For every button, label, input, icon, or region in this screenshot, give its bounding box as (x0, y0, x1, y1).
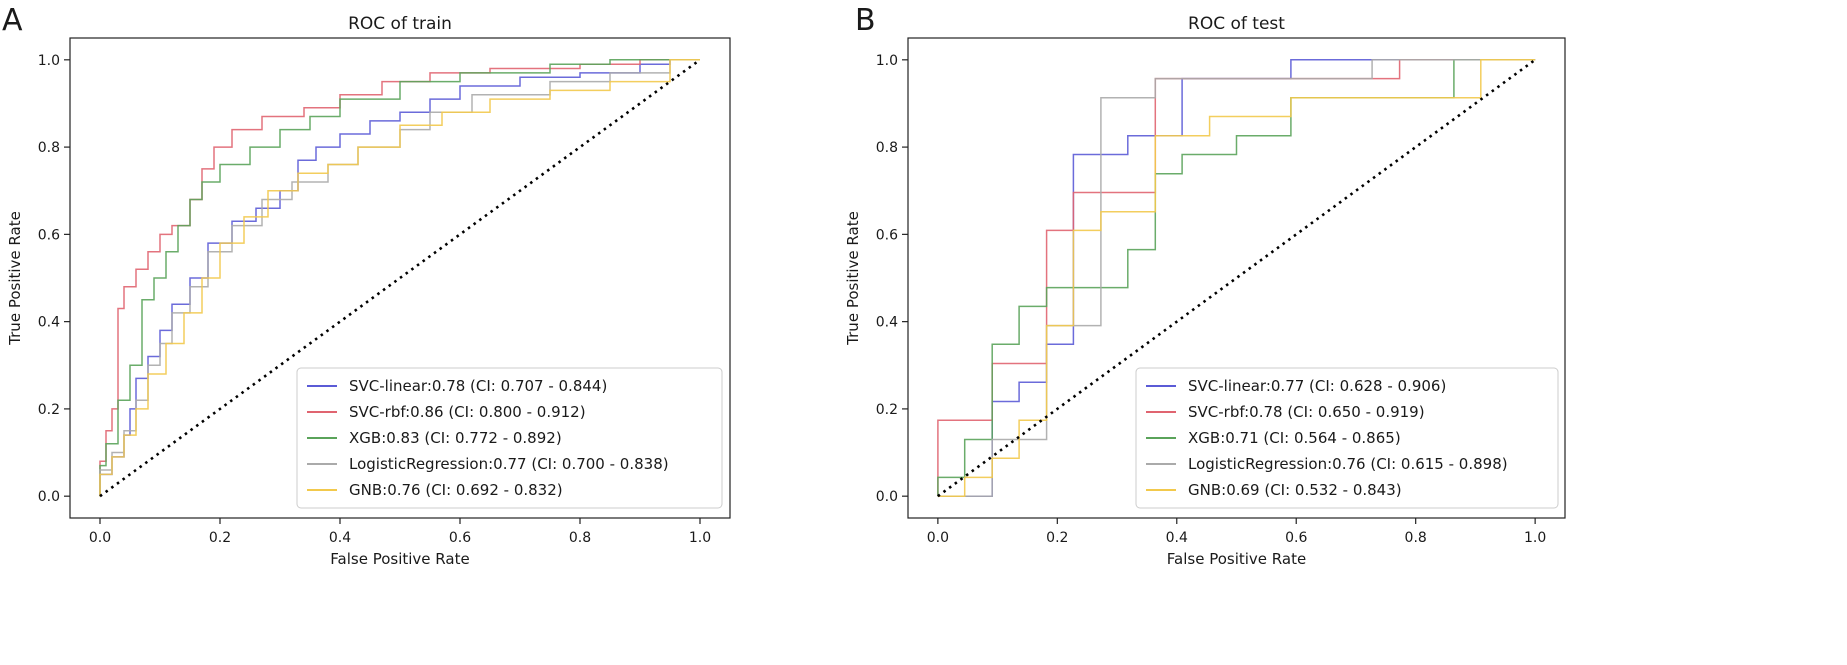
panel-b: B ROC of test 0.0 0.2 0.4 0.6 0.8 1.0 0.0 0.2 0.4 0… (844, 3, 1566, 568)
plot-area (937, 58, 1536, 498)
y-tick-label: 0.4 (876, 315, 898, 331)
x-tick-label: 0.2 (209, 530, 231, 546)
plot-area (99, 58, 701, 498)
x-tick-label: 0.0 (927, 530, 949, 546)
roc-line-gnb (937, 59, 1536, 497)
legend-label: SVC-rbf:0.86 (CI: 0.800 - 0.912) (349, 403, 586, 421)
roc-line-svc-rbf (99, 59, 700, 497)
x-tick-label: 0.0 (89, 530, 111, 546)
y-tick-label: 0.0 (38, 489, 60, 505)
legend-label: LogisticRegression:0.77 (CI: 0.700 - 0.8… (349, 455, 669, 473)
x-tick-label: 0.8 (1405, 530, 1427, 546)
legend-label: XGB:0.83 (CI: 0.772 - 0.892) (349, 429, 562, 447)
y-tick-label: 0.4 (38, 315, 60, 331)
legend-box (1135, 367, 1559, 509)
x-tick-label: 0.2 (1046, 530, 1068, 546)
x-tick-label: 0.6 (449, 530, 471, 546)
y-tick-label: 0.6 (876, 227, 898, 243)
chance-diagonal (99, 58, 701, 498)
plot-frame (69, 37, 731, 519)
legend-box (296, 367, 723, 509)
y-tick-label: 0.2 (876, 402, 898, 418)
y-tick-label: 1.0 (38, 53, 60, 69)
y-tick-label: 0.8 (876, 140, 898, 156)
roc-line-gnb (99, 59, 700, 497)
x-tick-label: 0.6 (1285, 530, 1307, 546)
plot-frame (907, 37, 1566, 519)
y-axis-label: True Positive Rate (6, 211, 24, 346)
legend-label: SVC-linear:0.78 (CI: 0.707 - 0.844) (349, 377, 607, 395)
legend-label: SVC-linear:0.77 (CI: 0.628 - 0.906) (1188, 377, 1446, 395)
chart-title: ROC of train (348, 14, 452, 34)
x-tick-label: 1.0 (1524, 530, 1546, 546)
chance-diagonal (937, 58, 1536, 498)
x-tick-label: 1.0 (689, 530, 711, 546)
legend-label: GNB:0.76 (CI: 0.692 - 0.832) (349, 481, 563, 499)
y-tick-label: 0.2 (38, 402, 60, 418)
x-tick-label: 0.4 (329, 530, 351, 546)
x-tick-label: 0.8 (569, 530, 591, 546)
x-axis-label: False Positive Rate (330, 550, 469, 568)
roc-line-xgb (99, 59, 700, 497)
panel-letter: B (855, 3, 876, 38)
legend-label: LogisticRegression:0.76 (CI: 0.615 - 0.8… (1188, 455, 1508, 473)
legend-label: SVC-rbf:0.78 (CI: 0.650 - 0.919) (1188, 403, 1425, 421)
y-tick-label: 0.6 (38, 227, 60, 243)
y-tick-label: 0.8 (38, 140, 60, 156)
panel-letter: A (2, 3, 23, 38)
roc-line-xgb (937, 59, 1536, 497)
y-tick-label: 0.0 (876, 489, 898, 505)
legend-label: XGB:0.71 (CI: 0.564 - 0.865) (1188, 429, 1401, 447)
y-axis-label: True Positive Rate (844, 211, 862, 346)
legend: SVC-linear:0.77 (CI: 0.628 - 0.906) SVC-r… (1135, 367, 1559, 509)
x-axis-label: False Positive Rate (1167, 550, 1306, 568)
legend: SVC-linear:0.78 (CI: 0.707 - 0.844) SVC-r… (296, 367, 723, 509)
roc-line-logisticregression (937, 59, 1536, 497)
panel-a: A ROC of train 0.0 0.2 0.4 0.6 0.8 1.0 0.0 0.2 0.4… (2, 3, 731, 568)
chart-title: ROC of test (1188, 14, 1285, 34)
y-tick-label: 1.0 (876, 53, 898, 69)
legend-label: GNB:0.69 (CI: 0.532 - 0.843) (1188, 481, 1402, 499)
x-tick-label: 0.4 (1166, 530, 1188, 546)
